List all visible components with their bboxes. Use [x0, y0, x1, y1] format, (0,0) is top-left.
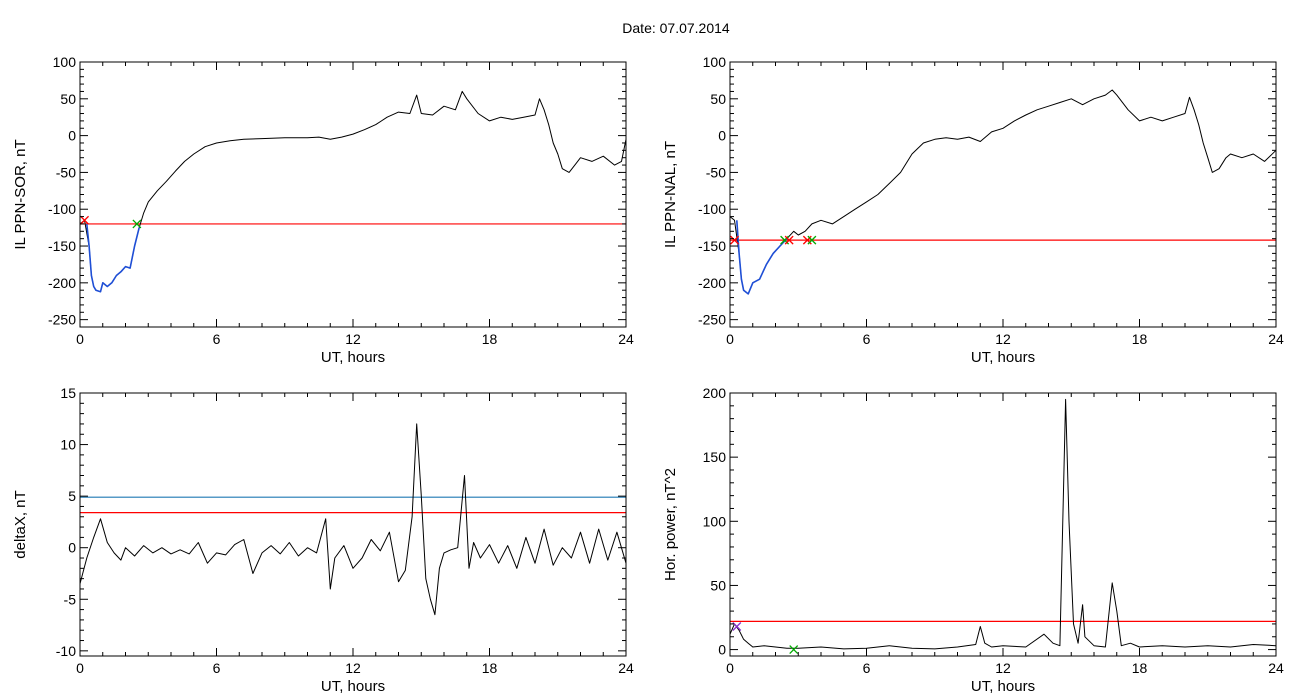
- y-tick-label: 200: [703, 385, 727, 401]
- data-series: [729, 398, 1277, 650]
- x-tick-label: 6: [213, 331, 221, 347]
- cross-marker-stroke: [789, 645, 799, 655]
- y-axis-label: IL PPN-NAL, nT: [662, 141, 679, 248]
- cross-marker-stroke: [132, 219, 142, 229]
- highlight-series: [86, 223, 140, 293]
- x-tick-label: 0: [726, 660, 734, 676]
- y-tick-label: -50: [56, 164, 76, 180]
- x-tick-label: 12: [345, 660, 361, 676]
- x-tick-label: 18: [1132, 660, 1148, 676]
- cross-marker-stroke: [80, 215, 90, 225]
- y-tick-label: 0: [718, 128, 726, 144]
- y-tick-label: 50: [710, 577, 726, 593]
- chart-panel-3: 0 6 12 18 24 -10 -5 0 5 10 15 UT, hours deltaX, nT: [12, 385, 634, 695]
- x-tick-label: 18: [1132, 331, 1148, 347]
- x-axis-label: UT, hours: [971, 349, 1035, 366]
- highlight-series: [736, 220, 788, 295]
- y-tick-label: 10: [60, 437, 76, 453]
- chart-panel-2: 0 6 12 18 24 -250 -200 -150 -100 -50 0 50 100 UT, hou…: [662, 54, 1284, 366]
- plot-frame: [729, 392, 1277, 657]
- y-tick-label: 0: [718, 642, 726, 658]
- y-tick-label: -250: [48, 312, 76, 328]
- x-tick-label: 24: [1268, 331, 1284, 347]
- y-tick-label: 15: [60, 385, 76, 401]
- plot-frame: [729, 61, 1277, 328]
- y-tick-label: 100: [703, 513, 727, 529]
- y-tick-label: 5: [68, 488, 76, 504]
- x-tick-label: 12: [995, 660, 1011, 676]
- y-tick-label: 0: [68, 128, 76, 144]
- x-tick-label: 6: [213, 660, 221, 676]
- cross-marker-1: [80, 215, 90, 225]
- x-axis-label: UT, hours: [971, 678, 1035, 695]
- y-tick-label: -200: [698, 275, 726, 291]
- x-tick-label: 0: [76, 660, 84, 676]
- y-axis-label: IL PPN-SOR, nT: [12, 139, 29, 249]
- x-axis-label: UT, hours: [321, 349, 385, 366]
- figure-title: Date: 07.07.2014: [622, 20, 730, 36]
- plot-frame: [79, 392, 627, 657]
- x-axis-label: UT, hours: [321, 678, 385, 695]
- cross-marker-5: [807, 235, 817, 245]
- y-tick-label: 100: [53, 54, 77, 70]
- y-tick-label: -250: [698, 312, 726, 328]
- x-tick-label: 18: [482, 660, 498, 676]
- data-series: [79, 423, 627, 616]
- y-tick-label: 150: [703, 449, 727, 465]
- plot-frame: [79, 61, 627, 328]
- x-tick-label: 24: [618, 331, 634, 347]
- y-tick-label: -200: [48, 275, 76, 291]
- cross-marker-3: [784, 235, 794, 245]
- x-tick-label: 24: [1268, 660, 1284, 676]
- y-tick-label: -150: [698, 238, 726, 254]
- x-tick-label: 12: [345, 331, 361, 347]
- x-tick-label: 0: [726, 331, 734, 347]
- cross-marker-1: [730, 235, 740, 245]
- y-tick-label: -150: [48, 238, 76, 254]
- y-tick-label: -5: [64, 591, 77, 607]
- x-tick-label: 24: [618, 660, 634, 676]
- y-tick-label: -50: [706, 164, 726, 180]
- chart-panel-4: 0 6 12 18 24 0 50 100 150 200 UT, hours Hor. power,…: [662, 385, 1284, 695]
- cross-marker-stroke: [784, 235, 794, 245]
- x-tick-label: 0: [76, 331, 84, 347]
- x-tick-label: 6: [863, 660, 871, 676]
- y-tick-label: 100: [703, 54, 727, 70]
- y-tick-label: 50: [60, 91, 76, 107]
- y-tick-label: -10: [56, 643, 76, 659]
- cross-marker-stroke: [807, 235, 817, 245]
- x-tick-label: 12: [995, 331, 1011, 347]
- y-tick-label: 0: [68, 540, 76, 556]
- cross-marker-2: [132, 219, 142, 229]
- cross-marker-stroke: [732, 622, 742, 631]
- data-series: [729, 89, 1277, 295]
- y-axis-label: deltaX, nT: [12, 490, 29, 558]
- x-tick-label: 6: [863, 331, 871, 347]
- cross-marker-2: [789, 645, 799, 655]
- chart-panel-1: 0 6 12 18 24 -250 -200 -150 -100 -50 0 50 100 UT, hou…: [12, 54, 634, 366]
- y-axis-label: Hor. power, nT^2: [662, 468, 679, 581]
- y-tick-label: 50: [710, 91, 726, 107]
- y-tick-label: -100: [48, 201, 76, 217]
- cross-marker-stroke: [730, 235, 740, 245]
- cross-marker-1: [732, 622, 742, 631]
- x-tick-label: 18: [482, 331, 498, 347]
- data-series: [79, 90, 627, 293]
- y-tick-label: -100: [698, 201, 726, 217]
